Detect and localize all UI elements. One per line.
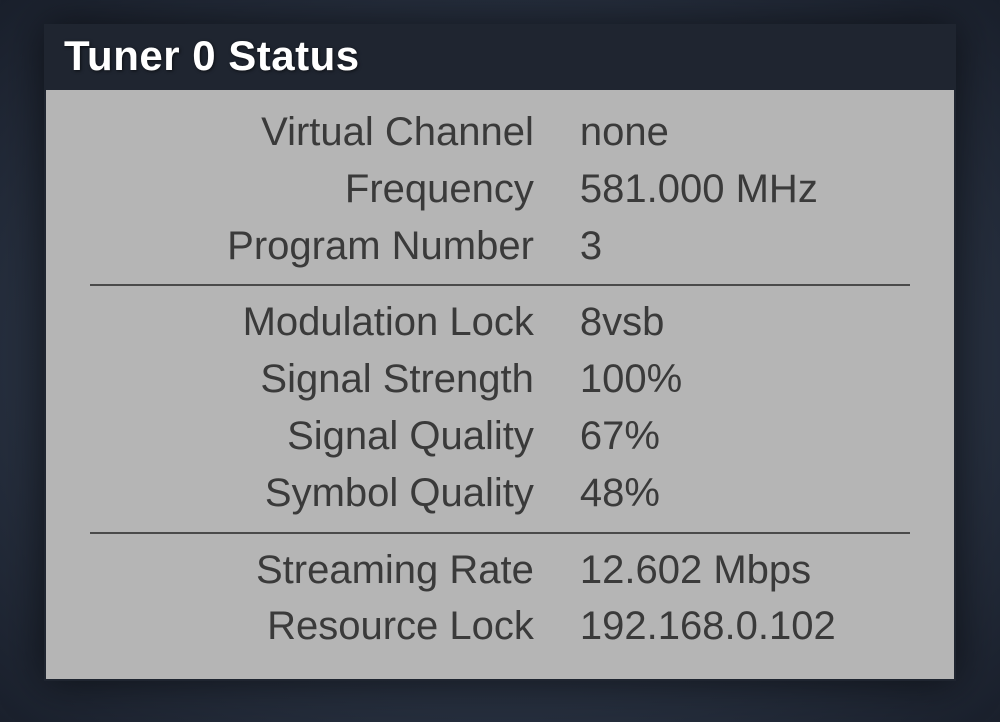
row-program-number: Program Number 3 <box>76 218 924 275</box>
row-streaming-rate: Streaming Rate 12.602 Mbps <box>76 542 924 599</box>
panel-title: Tuner 0 Status <box>46 26 954 90</box>
value-frequency: 581.000 MHz <box>580 161 924 218</box>
label-symbol-quality: Symbol Quality <box>76 465 580 522</box>
row-signal-quality: Signal Quality 67% <box>76 408 924 465</box>
label-signal-strength: Signal Strength <box>76 351 580 408</box>
label-resource-lock: Resource Lock <box>76 598 580 655</box>
row-virtual-channel: Virtual Channel none <box>76 104 924 161</box>
label-modulation-lock: Modulation Lock <box>76 294 580 351</box>
label-streaming-rate: Streaming Rate <box>76 542 580 599</box>
row-modulation-lock: Modulation Lock 8vsb <box>76 294 924 351</box>
value-signal-quality: 67% <box>580 408 924 465</box>
section-separator <box>90 284 910 286</box>
row-signal-strength: Signal Strength 100% <box>76 351 924 408</box>
label-signal-quality: Signal Quality <box>76 408 580 465</box>
panel-body: Virtual Channel none Frequency 581.000 M… <box>46 90 954 679</box>
label-frequency: Frequency <box>76 161 580 218</box>
tuner-status-panel: Tuner 0 Status Virtual Channel none Freq… <box>44 24 956 681</box>
value-resource-lock: 192.168.0.102 <box>580 598 924 655</box>
value-signal-strength: 100% <box>580 351 924 408</box>
label-program-number: Program Number <box>76 218 580 275</box>
value-symbol-quality: 48% <box>580 465 924 522</box>
row-symbol-quality: Symbol Quality 48% <box>76 465 924 522</box>
value-streaming-rate: 12.602 Mbps <box>580 542 924 599</box>
row-resource-lock: Resource Lock 192.168.0.102 <box>76 598 924 655</box>
value-modulation-lock: 8vsb <box>580 294 924 351</box>
section-separator <box>90 532 910 534</box>
value-program-number: 3 <box>580 218 924 275</box>
value-virtual-channel: none <box>580 104 924 161</box>
row-frequency: Frequency 581.000 MHz <box>76 161 924 218</box>
label-virtual-channel: Virtual Channel <box>76 104 580 161</box>
